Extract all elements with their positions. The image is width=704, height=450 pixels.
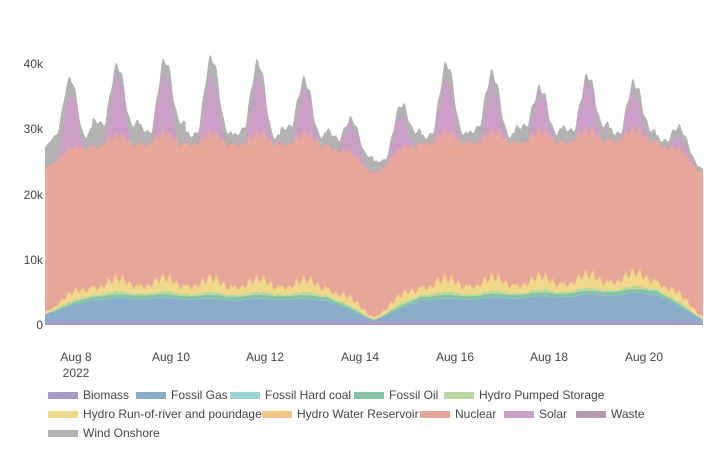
legend-swatch	[354, 391, 384, 399]
legend-item-hydro-water-reservoir[interactable]: Hydro Water Reservoir	[262, 407, 419, 421]
legend-swatch	[48, 391, 78, 399]
legend-label: Solar	[539, 407, 568, 421]
legend-swatch	[48, 410, 78, 418]
legend-swatch	[48, 429, 78, 437]
area-fossil-gas	[45, 292, 703, 325]
legend-label: Hydro Water Reservoir	[297, 407, 419, 421]
legend-item-biomass[interactable]: Biomass	[48, 388, 129, 402]
legend-label: Hydro Pumped Storage	[479, 388, 605, 402]
legend-swatch	[576, 410, 606, 418]
legend-swatch	[136, 391, 166, 399]
x-axis-ticks: Aug 8 2022 Aug 10 Aug 12 Aug 14 Aug 16 A…	[60, 350, 663, 380]
legend-label: Biomass	[83, 388, 130, 402]
x-tick-sublabel: 2022	[63, 366, 90, 380]
legend-label: Waste	[611, 407, 645, 421]
legend-item-nuclear[interactable]: Nuclear	[420, 407, 496, 421]
legend-label: Hydro Run-of-river and poundage	[83, 407, 262, 421]
legend-swatch	[444, 391, 474, 399]
legend-swatch	[230, 391, 260, 399]
x-tick-label: Aug 14	[341, 350, 379, 364]
y-tick-label: 0	[36, 318, 43, 332]
legend-swatch	[504, 410, 534, 418]
x-tick-label: Aug 20	[625, 350, 663, 364]
y-tick-label: 10k	[24, 253, 44, 267]
legend-label: Fossil Gas	[171, 388, 228, 402]
legend-item-fossil-hard-coal[interactable]: Fossil Hard coal	[230, 388, 351, 402]
area-biomass	[45, 321, 703, 325]
y-tick-label: 20k	[24, 188, 44, 202]
legend-label: Nuclear	[455, 407, 497, 421]
legend-item-solar[interactable]: Solar	[504, 407, 567, 421]
legend-item-hydro-run-of-river[interactable]: Hydro Run-of-river and poundage	[48, 407, 262, 421]
legend-item-fossil-oil[interactable]: Fossil Oil	[354, 388, 438, 402]
x-tick-label: Aug 8	[60, 350, 92, 364]
y-tick-label: 30k	[24, 122, 44, 136]
legend-item-waste[interactable]: Waste	[576, 407, 645, 421]
legend-swatch	[420, 410, 450, 418]
legend-item-wind-onshore[interactable]: Wind Onshore	[48, 426, 160, 440]
legend-item-hydro-pumped-storage[interactable]: Hydro Pumped Storage	[444, 388, 604, 402]
stacked-areas	[45, 55, 703, 325]
legend-label: Fossil Hard coal	[265, 388, 352, 402]
legend-swatch	[262, 410, 292, 418]
x-tick-label: Aug 18	[530, 350, 568, 364]
x-tick-label: Aug 16	[436, 350, 474, 364]
y-axis-ticks: 0 10k 20k 30k 40k	[24, 57, 44, 332]
x-tick-label: Aug 10	[152, 350, 190, 364]
legend-item-fossil-gas[interactable]: Fossil Gas	[136, 388, 228, 402]
legend-label: Fossil Oil	[389, 388, 439, 402]
x-tick-label: Aug 12	[246, 350, 284, 364]
y-tick-label: 40k	[24, 57, 44, 71]
legend-label: Wind Onshore	[83, 426, 160, 440]
